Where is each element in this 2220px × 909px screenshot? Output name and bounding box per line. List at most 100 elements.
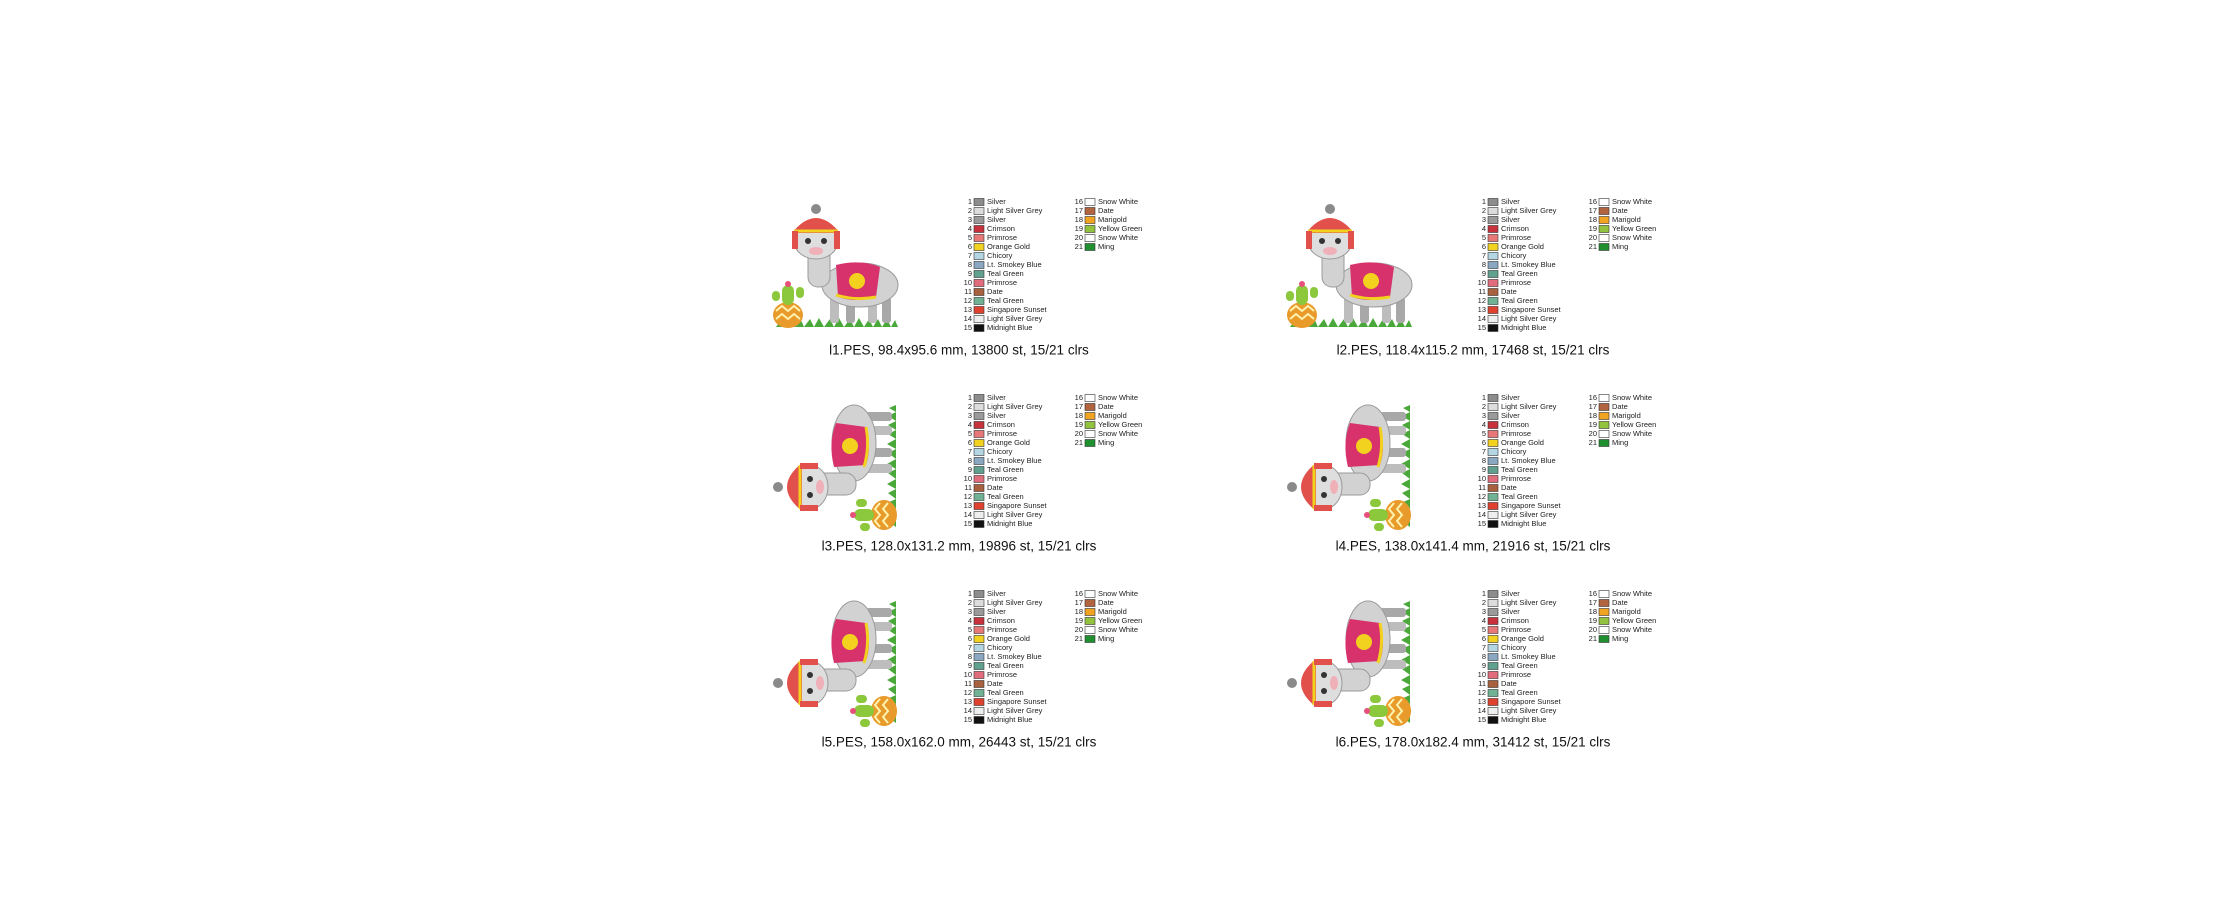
color-number: 1 [968,589,972,598]
color-swatch [1487,403,1499,411]
color-name: Teal Green [987,269,1024,278]
color-swatch [973,439,985,447]
color-swatch [1487,707,1499,715]
color-number: 10 [1478,278,1486,287]
color-number: 3 [1482,411,1486,420]
color-name: Silver [1501,197,1520,206]
color-number: 16 [1075,197,1083,206]
color-swatch [1084,439,1096,447]
color-swatch [1487,216,1499,224]
design-panel: 1 Silver 2 Light Silver Grey 3 Silver 4 Crimson… [1284,197,1656,358]
color-swatch [1487,207,1499,215]
color-name: Crimson [1501,420,1529,429]
color-number: 16 [1589,197,1597,206]
color-swatch [1598,626,1610,634]
design-image [771,403,899,533]
color-name: Crimson [1501,224,1529,233]
color-name: Yellow Green [1098,420,1142,429]
color-name: Lt. Smokey Blue [1501,260,1556,269]
color-number: 2 [968,402,972,411]
color-swatch [1487,448,1499,456]
color-name: Primrose [1501,625,1531,634]
color-swatch [973,689,985,697]
design-caption: l4.PES, 138.0x141.4 mm, 21916 st, 15/21 … [1336,539,1611,554]
color-name: Marigold [1098,215,1127,224]
color-number: 6 [968,242,972,251]
color-name: Teal Green [1501,688,1538,697]
color-name: Singapore Sunset [1501,501,1562,510]
color-name: Snow White [1098,625,1138,634]
color-name: Teal Green [987,296,1024,305]
color-swatch [973,270,985,278]
color-name: Singapore Sunset [1501,697,1562,706]
color-swatch [973,466,985,474]
color-name: Primrose [987,670,1017,679]
color-swatch [973,306,985,314]
design-caption: l1.PES, 98.4x95.6 mm, 13800 st, 15/21 cl… [829,343,1089,358]
color-name: Primrose [987,233,1017,242]
color-number: 11 [964,483,972,492]
color-name: Teal Green [1501,296,1538,305]
color-swatch [973,234,985,242]
color-number: 12 [964,492,972,501]
color-swatch [1084,198,1096,206]
color-name: Date [1612,402,1628,411]
design-panel: 1 Silver 2 Light Silver Grey 3 Silver 4 Crimson… [771,393,1142,554]
color-swatch [1084,216,1096,224]
color-number: 8 [968,260,972,269]
color-swatch [973,288,985,296]
color-swatch [1084,234,1096,242]
color-number: 12 [1478,688,1486,697]
color-number: 11 [964,679,972,688]
color-number: 19 [1075,616,1083,625]
color-swatch [973,707,985,715]
design-caption: l5.PES, 158.0x162.0 mm, 26443 st, 15/21 … [822,735,1097,750]
color-name: Yellow Green [1612,224,1656,233]
color-swatch [1598,439,1610,447]
color-swatch [1487,644,1499,652]
color-name: Light Silver Grey [987,206,1043,215]
color-swatch [973,493,985,501]
color-name: Teal Green [987,492,1024,501]
color-swatch [1084,225,1096,233]
color-number: 17 [1589,206,1597,215]
color-swatch [1487,626,1499,634]
color-number: 20 [1589,429,1597,438]
color-number: 21 [1075,438,1083,447]
color-name: Silver [987,411,1006,420]
color-name: Singapore Sunset [987,305,1048,314]
color-name: Lt. Smokey Blue [987,260,1042,269]
color-name: Date [1098,402,1114,411]
color-number: 19 [1589,616,1597,625]
color-swatch [973,198,985,206]
color-name: Midnight Blue [987,323,1032,332]
color-swatch [973,216,985,224]
color-name: Date [987,483,1003,492]
color-swatch [1084,626,1096,634]
color-swatch [1487,662,1499,670]
color-name: Singapore Sunset [1501,305,1562,314]
color-swatch [973,430,985,438]
color-swatch [1084,421,1096,429]
color-name: Teal Green [987,661,1024,670]
color-swatch [1598,412,1610,420]
color-swatch [973,644,985,652]
color-swatch [973,680,985,688]
color-swatch [1487,590,1499,598]
color-number: 20 [1589,625,1597,634]
color-swatch [1487,617,1499,625]
color-number: 12 [964,688,972,697]
color-name: Midnight Blue [1501,323,1546,332]
color-number: 6 [968,438,972,447]
color-number: 14 [964,510,972,519]
color-swatch [1487,671,1499,679]
color-name: Ming [1098,634,1114,643]
color-name: Light Silver Grey [1501,510,1557,519]
color-number: 17 [1589,598,1597,607]
color-swatch [1084,635,1096,643]
color-name: Orange Gold [1501,438,1544,447]
color-name: Primrose [1501,474,1531,483]
color-number: 3 [968,607,972,616]
color-number: 20 [1075,625,1083,634]
color-name: Lt. Smokey Blue [987,652,1042,661]
